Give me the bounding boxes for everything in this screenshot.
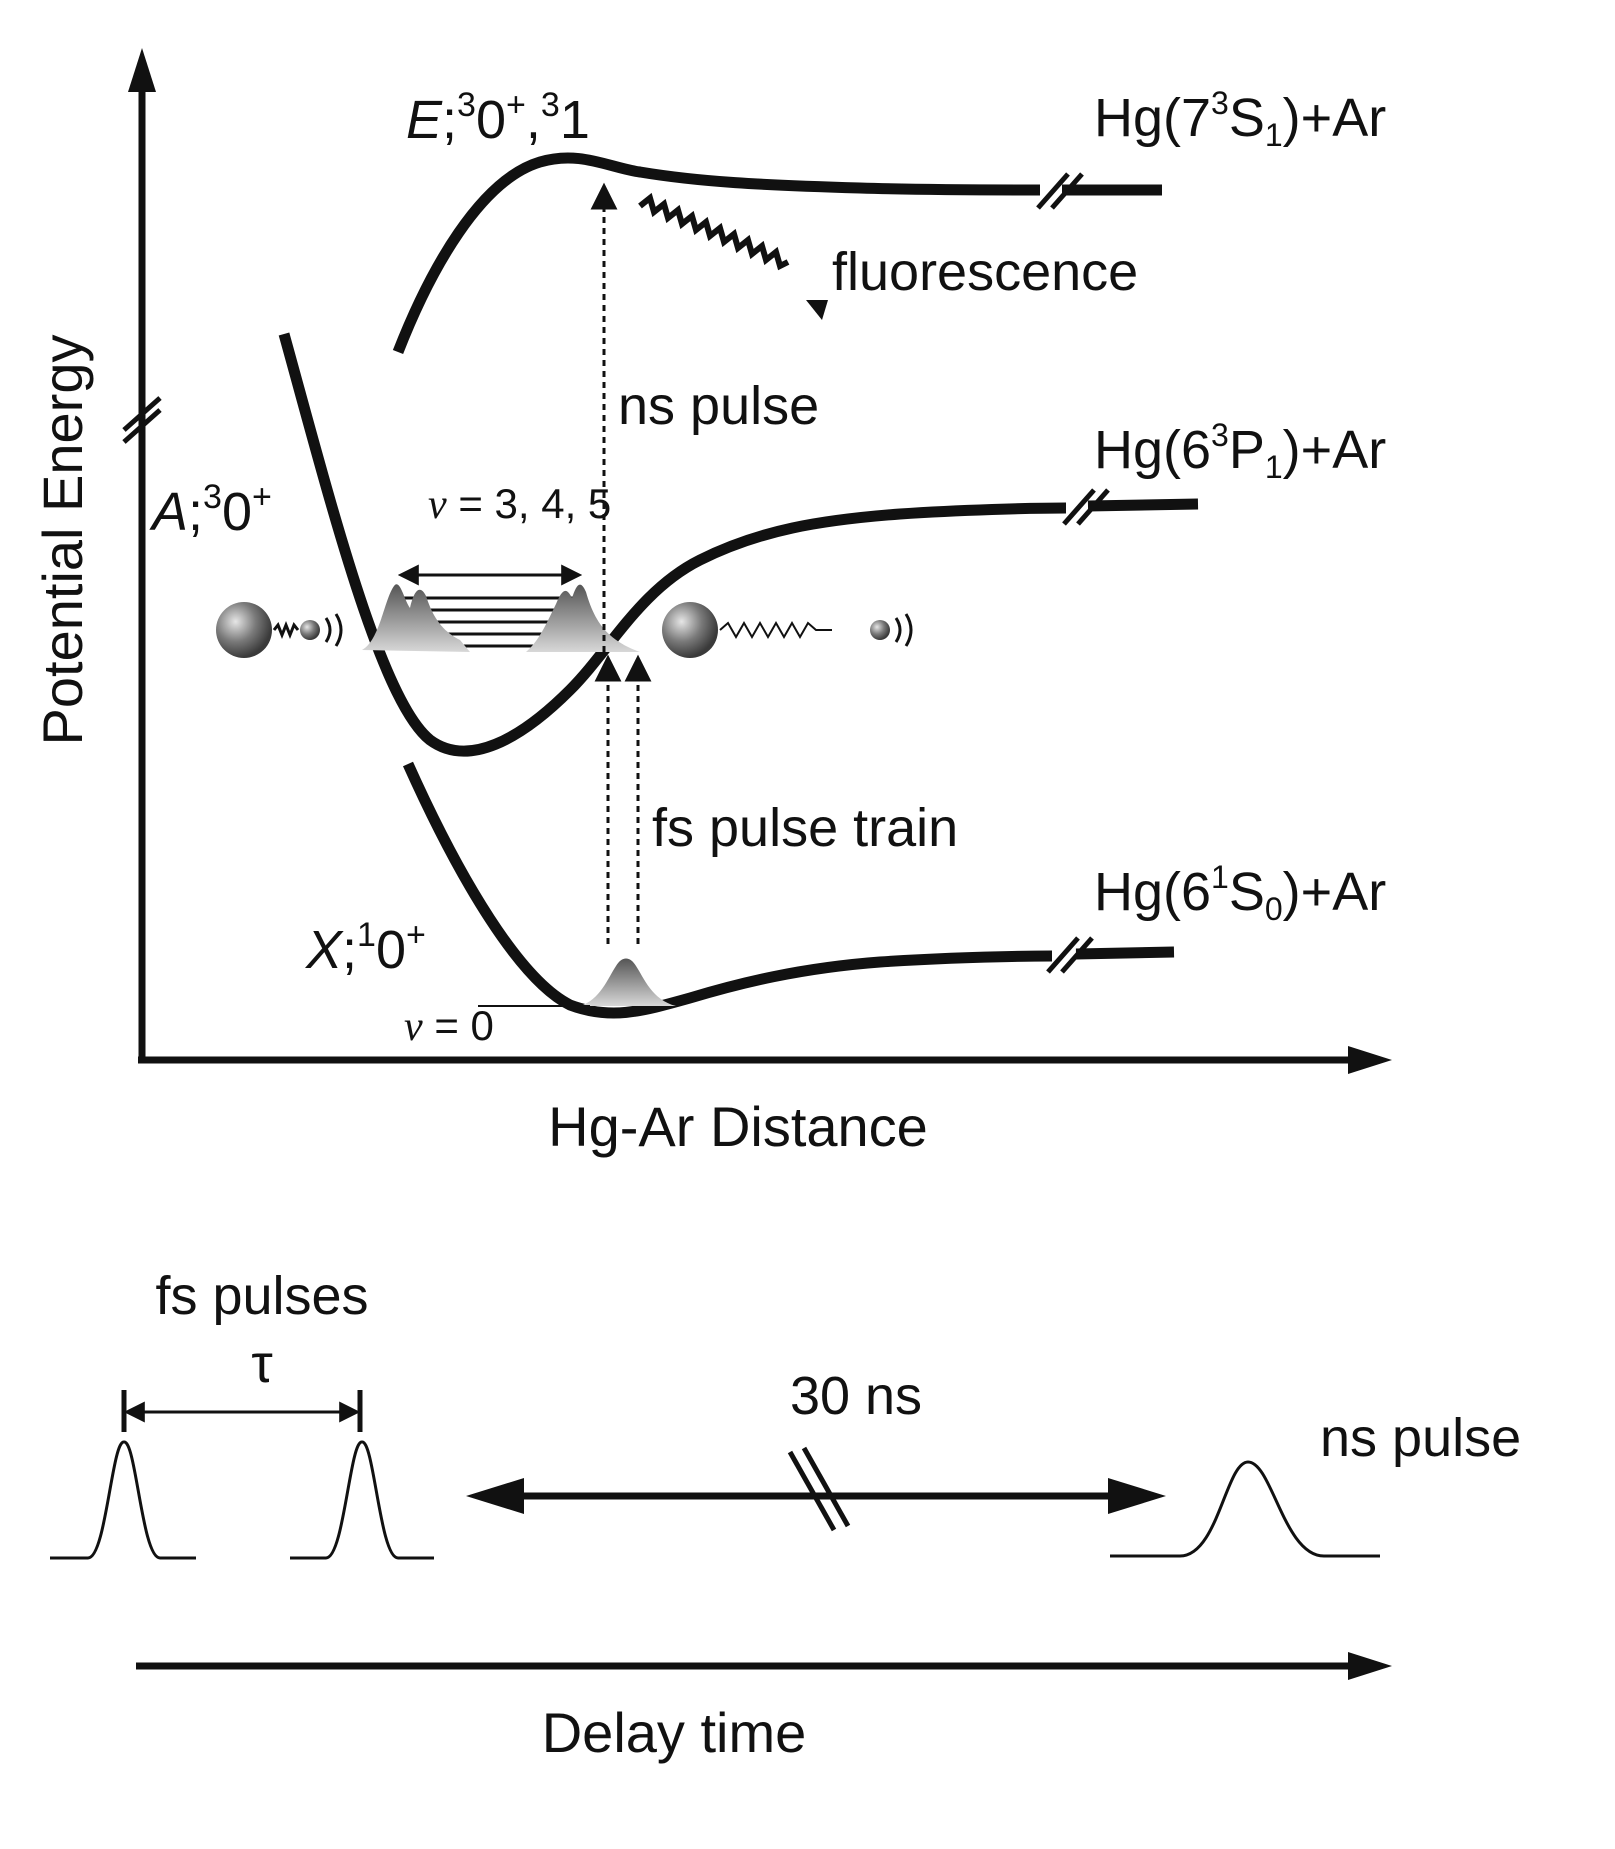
x-axis-label: Hg-Ar Distance bbox=[548, 1095, 928, 1158]
curve-x-state-tail bbox=[1075, 946, 1175, 960]
asymptote-label-middle: Hg(63P1)+Ar bbox=[1094, 417, 1386, 485]
tau-label: τ bbox=[251, 1334, 272, 1394]
y-axis-label: Potential Energy bbox=[31, 335, 94, 746]
curve-e-state bbox=[392, 152, 1041, 355]
asymptote-label-lower: Hg(61S0)+Ar bbox=[1094, 859, 1386, 927]
fluorescence-wavy-arrow bbox=[638, 192, 790, 271]
fluorescence-label: fluorescence bbox=[832, 242, 1138, 302]
asymptote-label-upper: Hg(73S1)+Ar bbox=[1094, 85, 1386, 153]
delay-arrow-right-head bbox=[1108, 1478, 1166, 1514]
ns-pulse-timing-label: ns pulse bbox=[1320, 1408, 1521, 1468]
delay-time-axis-arrowhead bbox=[1348, 1652, 1392, 1680]
vibrational-quantum-label: v = 3, 4, 5 bbox=[428, 480, 611, 528]
delay-break-icon bbox=[787, 1446, 851, 1532]
x-axis-arrowhead bbox=[1348, 1046, 1392, 1074]
asymptote-break-icons bbox=[1036, 172, 1110, 974]
delay-30ns-label: 30 ns bbox=[790, 1366, 922, 1426]
ns-pulse-label: ns pulse bbox=[618, 376, 819, 436]
state-label-a: A;30+ bbox=[149, 478, 272, 542]
molecule-stretched-icon bbox=[662, 602, 913, 658]
state-label-e: E;30+,31 bbox=[406, 86, 590, 150]
curve-a-state-tail bbox=[1087, 498, 1199, 512]
fs-pulse-train-label: fs pulse train bbox=[652, 798, 958, 858]
potential-axes bbox=[122, 48, 1392, 1074]
fluorescence-arrowhead bbox=[806, 300, 828, 320]
y-axis-arrowhead bbox=[128, 48, 156, 92]
molecule-compressed-icon bbox=[216, 602, 343, 658]
fs-pulses-label: fs pulses bbox=[155, 1266, 368, 1326]
wave-packet-ground bbox=[580, 958, 676, 1006]
wave-packet-right bbox=[526, 584, 640, 652]
delay-arrow-left-head bbox=[466, 1478, 524, 1514]
wave-packets-excited bbox=[362, 584, 640, 652]
fs-pulse-2 bbox=[290, 1440, 434, 1560]
state-label-x: X;10+ bbox=[304, 916, 426, 980]
y-axis-break-icon bbox=[122, 396, 162, 444]
ns-pulse-shape bbox=[1110, 1460, 1380, 1558]
ground-quantum-label: v = 0 bbox=[404, 1002, 494, 1050]
fs-pulse-1 bbox=[50, 1440, 196, 1560]
wave-packet-left bbox=[362, 584, 470, 652]
curve-x-state bbox=[402, 761, 1053, 1019]
delay-time-label: Delay time bbox=[542, 1701, 807, 1764]
